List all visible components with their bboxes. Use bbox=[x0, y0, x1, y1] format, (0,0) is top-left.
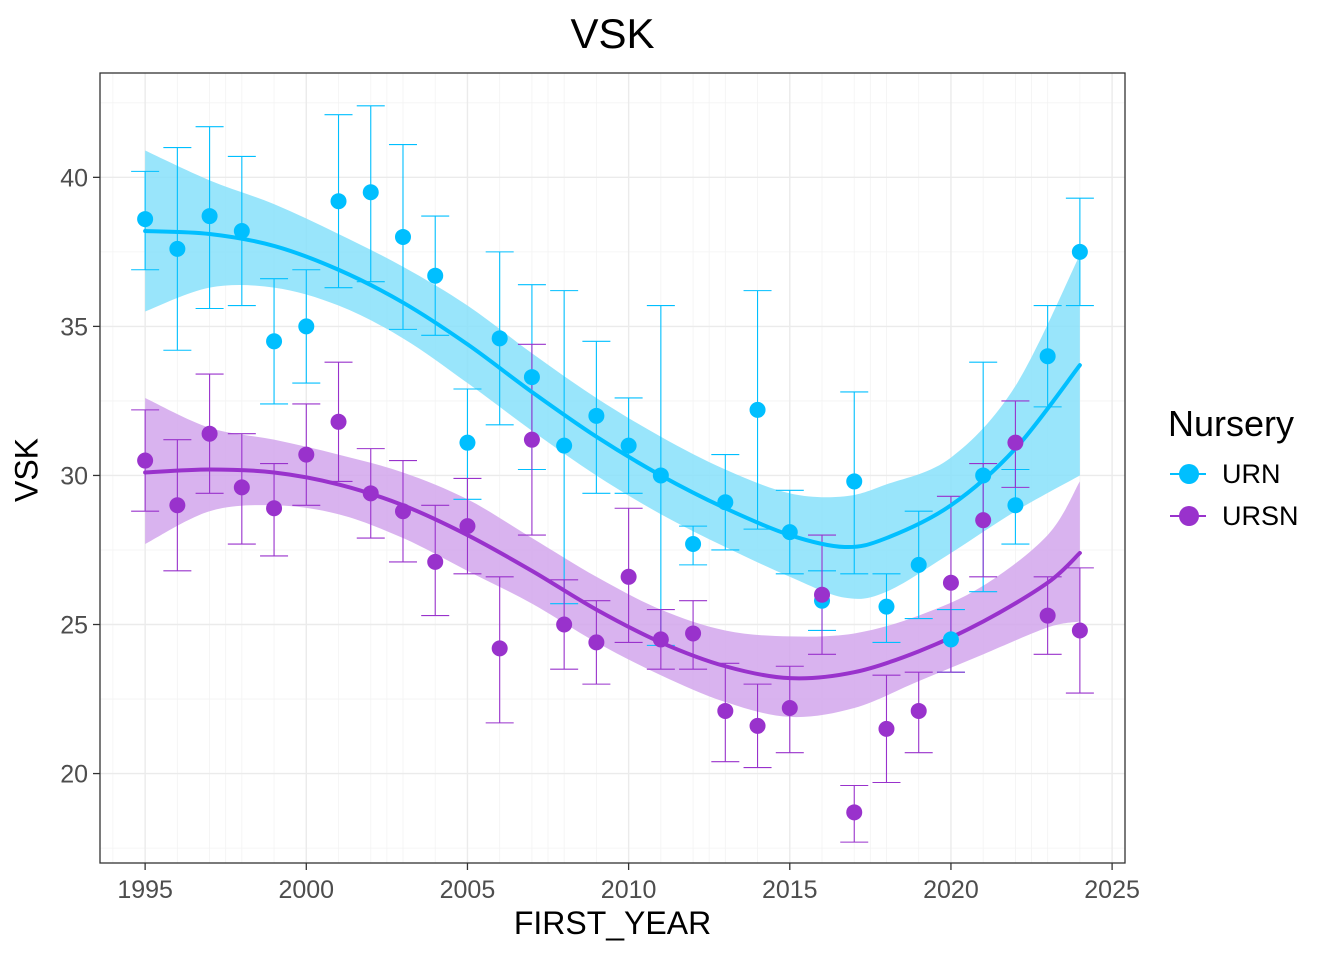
data-point-urn bbox=[1071, 243, 1088, 260]
data-point-ursn bbox=[652, 631, 669, 648]
legend-title: Nursery bbox=[1168, 403, 1295, 444]
legend: Nursery URN URSN bbox=[1168, 403, 1299, 537]
data-point-ursn bbox=[266, 500, 283, 517]
confidence-bands bbox=[145, 150, 1080, 718]
y-tick-label: 35 bbox=[60, 313, 88, 341]
data-point-ursn bbox=[1007, 434, 1024, 451]
data-point-urn bbox=[298, 318, 315, 335]
x-tick-label: 2005 bbox=[440, 876, 496, 904]
x-tick-label: 2025 bbox=[1084, 876, 1140, 904]
y-axis-ticks: 20 25 30 35 40 bbox=[60, 164, 100, 789]
data-point-urn bbox=[620, 437, 637, 454]
y-tick-label: 30 bbox=[60, 462, 88, 490]
legend-key-ursn bbox=[1168, 496, 1208, 536]
data-point-ursn bbox=[749, 717, 766, 734]
y-tick-label: 40 bbox=[60, 164, 88, 192]
data-point-ursn bbox=[394, 503, 411, 520]
data-point-ursn bbox=[459, 518, 476, 535]
data-point-urn bbox=[556, 437, 573, 454]
plot-panel-border bbox=[99, 72, 1126, 864]
x-tick-label: 2020 bbox=[923, 876, 979, 904]
x-tick-label: 2010 bbox=[601, 876, 657, 904]
data-point-ursn bbox=[814, 586, 831, 603]
data-point-urn bbox=[717, 494, 734, 511]
data-point-ursn bbox=[620, 568, 637, 585]
data-point-ursn bbox=[330, 413, 347, 430]
data-point-ursn bbox=[298, 446, 315, 463]
data-point-urn bbox=[942, 631, 959, 648]
data-point-urn bbox=[878, 598, 895, 615]
confidence-band-ursn bbox=[145, 397, 1080, 718]
data-point-urn bbox=[233, 223, 250, 239]
data-point-urn bbox=[975, 467, 992, 484]
data-point-urn bbox=[781, 524, 798, 541]
data-point-ursn bbox=[427, 553, 444, 570]
data-point-urn bbox=[749, 401, 766, 418]
x-tick-label: 2015 bbox=[762, 876, 818, 904]
data-point-ursn bbox=[491, 640, 508, 657]
data-point-urn bbox=[394, 228, 411, 245]
legend-label-ursn: URSN bbox=[1222, 500, 1299, 531]
x-axis-ticks: 1995 2000 2005 2010 2015 2020 2025 bbox=[117, 863, 1140, 904]
legend-label-urn: URN bbox=[1222, 458, 1281, 489]
data-point-ursn bbox=[233, 479, 250, 496]
legend-key-urn bbox=[1168, 454, 1208, 494]
data-point-ursn bbox=[1071, 622, 1088, 639]
data-point-ursn bbox=[362, 485, 379, 502]
data-point-ursn bbox=[201, 425, 218, 442]
data-point-urn bbox=[362, 184, 379, 201]
data-point-urn bbox=[330, 193, 347, 210]
legend-item-urn: URN bbox=[1168, 453, 1299, 495]
x-tick-label: 1995 bbox=[117, 876, 173, 904]
data-point-urn bbox=[588, 407, 605, 424]
data-point-urn bbox=[427, 267, 444, 284]
data-point-urn bbox=[685, 536, 702, 553]
smooth-line-urn bbox=[143, 229, 1082, 550]
y-tick-label: 20 bbox=[60, 761, 88, 789]
data-point-ursn bbox=[781, 699, 798, 716]
data-point-ursn bbox=[942, 574, 959, 591]
data-point-ursn bbox=[846, 804, 863, 821]
data-point-ursn bbox=[910, 702, 927, 719]
data-point-ursn bbox=[685, 625, 702, 642]
data-point-urn bbox=[523, 369, 540, 386]
data-point-urn bbox=[1039, 348, 1056, 365]
data-point-ursn bbox=[556, 616, 573, 633]
y-axis-label: VSK bbox=[8, 437, 45, 503]
data-point-urn bbox=[846, 473, 863, 490]
data-point-urn bbox=[266, 333, 283, 350]
x-axis-label: FIRST_YEAR bbox=[513, 905, 712, 941]
data-point-ursn bbox=[588, 634, 605, 651]
data-point-ursn bbox=[1039, 607, 1056, 624]
data-point-urn bbox=[1007, 497, 1024, 514]
data-point-urn bbox=[652, 467, 669, 484]
confidence-band-urn bbox=[145, 150, 1080, 599]
data-point-ursn bbox=[137, 452, 154, 469]
data-point-ursn bbox=[169, 497, 186, 514]
data-point-urn bbox=[910, 556, 927, 573]
data-point-ursn bbox=[975, 512, 992, 529]
data-point-urn bbox=[137, 211, 154, 228]
data-point-urn bbox=[459, 434, 476, 451]
legend-item-ursn: URSN bbox=[1168, 495, 1299, 537]
data-point-urn bbox=[169, 240, 186, 257]
y-tick-label: 25 bbox=[60, 612, 88, 640]
data-point-urn bbox=[491, 330, 508, 347]
x-tick-label: 2000 bbox=[278, 876, 334, 904]
data-point-ursn bbox=[523, 431, 540, 448]
data-point-ursn bbox=[717, 702, 734, 719]
chart-title: VSK bbox=[570, 10, 655, 57]
data-point-urn bbox=[201, 208, 218, 225]
data-points bbox=[137, 184, 1088, 821]
data-point-ursn bbox=[878, 720, 895, 737]
